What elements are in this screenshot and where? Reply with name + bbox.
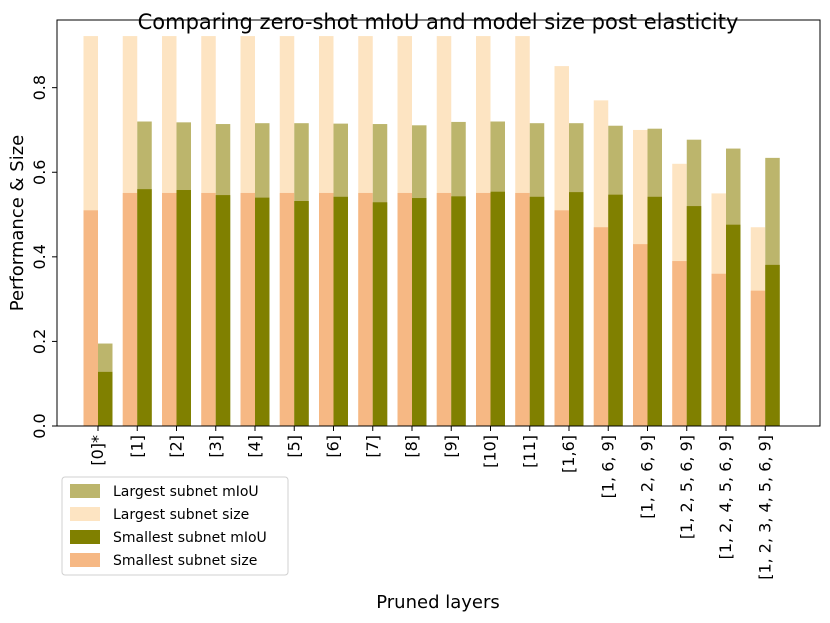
- bar: [294, 201, 309, 426]
- bar: [633, 244, 648, 426]
- legend-frame: [61, 476, 289, 576]
- chart-title: Comparing zero-shot mIoU and model size …: [138, 10, 739, 34]
- x-tick-label: [1, 2, 4, 5, 6, 9]: [716, 435, 735, 559]
- x-tick-label: [6]: [324, 435, 343, 458]
- x-tick-label: [5]: [284, 435, 303, 458]
- x-tick-label: [9]: [441, 435, 460, 458]
- x-tick-label: [1]: [127, 435, 146, 458]
- bar: [569, 192, 584, 426]
- bar: [397, 192, 412, 426]
- x-tick-label: [1, 2, 6, 9]: [638, 435, 657, 519]
- bar: [255, 197, 270, 426]
- bar: [647, 196, 662, 426]
- legend-swatch: [70, 553, 100, 567]
- bar: [137, 189, 152, 426]
- bar: [672, 261, 687, 426]
- bar: [593, 227, 609, 426]
- y-axis: 0.0 0.2 0.4 0.6 0.8: [30, 75, 57, 439]
- legend-label: Smallest subnet size: [113, 553, 257, 569]
- x-tick-label: [1,6]: [559, 435, 578, 473]
- y-tick-label: 0.0: [30, 413, 49, 438]
- legend-swatch: [70, 530, 100, 544]
- bar: [476, 192, 491, 426]
- legend-swatch: [70, 507, 100, 521]
- bar: [765, 264, 780, 426]
- bar: [608, 194, 623, 426]
- bar: [162, 192, 177, 426]
- bar: [451, 196, 466, 426]
- bar: [176, 190, 191, 426]
- bar: [436, 192, 452, 426]
- y-tick-label: 0.4: [30, 244, 49, 269]
- y-tick-label: 0.2: [30, 329, 49, 354]
- bar: [333, 196, 348, 426]
- x-axis-label: Pruned layers: [376, 592, 500, 613]
- bar: [515, 192, 530, 426]
- x-tick-label: [1, 6, 9]: [598, 435, 617, 498]
- x-tick-label: [10]: [481, 435, 500, 468]
- x-tick-label: [7]: [363, 435, 382, 458]
- legend-swatch: [70, 484, 100, 498]
- bar: [215, 195, 231, 426]
- y-axis-label: Performance & Size: [7, 135, 28, 312]
- bar: [490, 191, 505, 426]
- bar: [319, 192, 334, 426]
- x-axis: [0]* [1] [2] [3] [4] [5] [6] [7] [8] [9] [10] [11] […: [88, 426, 774, 580]
- x-tick-label: [1, 2, 3, 4, 5, 6, 9]: [755, 435, 774, 580]
- legend-label: Smallest subnet mIoU: [113, 530, 267, 546]
- plot-frame: [56, 19, 821, 427]
- bar: [358, 192, 373, 426]
- legend: Largest subnet mIoU Largest subnet size Sm…: [61, 476, 289, 576]
- x-tick-label: [1, 2, 5, 6, 9]: [677, 435, 696, 539]
- legend-label: Largest subnet mIoU: [113, 484, 259, 500]
- bar: [711, 273, 726, 426]
- x-tick-label: [2]: [167, 435, 186, 458]
- bar: [750, 290, 766, 426]
- bar: [201, 192, 216, 426]
- bar: [554, 210, 569, 426]
- x-tick-label: [4]: [245, 435, 264, 458]
- x-tick-label: [11]: [520, 435, 539, 468]
- bar: [372, 202, 388, 426]
- bar: [279, 192, 295, 426]
- legend-label: Largest subnet size: [113, 507, 249, 523]
- bar: [686, 206, 702, 426]
- x-tick-label: [8]: [402, 435, 421, 458]
- bar: [98, 371, 113, 426]
- bar: [726, 224, 741, 426]
- y-tick-label: 0.8: [30, 75, 49, 100]
- bar: [412, 198, 427, 426]
- y-tick-label: 0.6: [30, 160, 49, 185]
- bars-group: [83, 36, 780, 427]
- bar: [529, 196, 545, 426]
- bar: [83, 210, 98, 426]
- x-tick-label: [0]*: [88, 435, 107, 466]
- bar: [122, 192, 138, 426]
- bar: [240, 192, 255, 426]
- x-tick-label: [3]: [206, 435, 225, 458]
